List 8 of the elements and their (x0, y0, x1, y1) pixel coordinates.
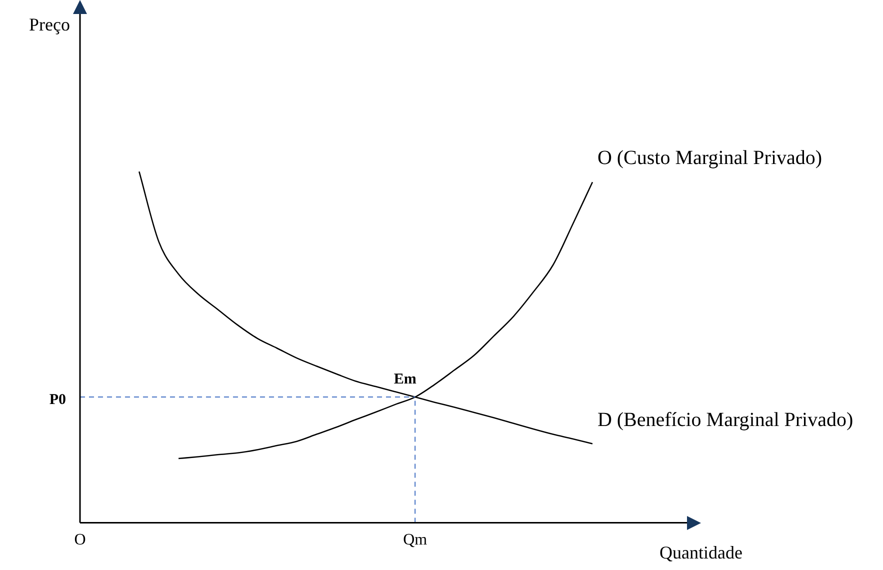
x-tick-label: Qm (403, 532, 428, 549)
x-tick-label: O (74, 532, 86, 549)
x-axis-title: Quantidade (660, 542, 742, 563)
series-label: O (Custo Marginal Privado) (597, 147, 822, 170)
y-axis-title: Preço (29, 14, 70, 35)
series-label: D (Benefício Marginal Privado) (597, 408, 854, 431)
ref-line-label: P0 (49, 392, 66, 408)
annotation: Em (394, 371, 417, 388)
